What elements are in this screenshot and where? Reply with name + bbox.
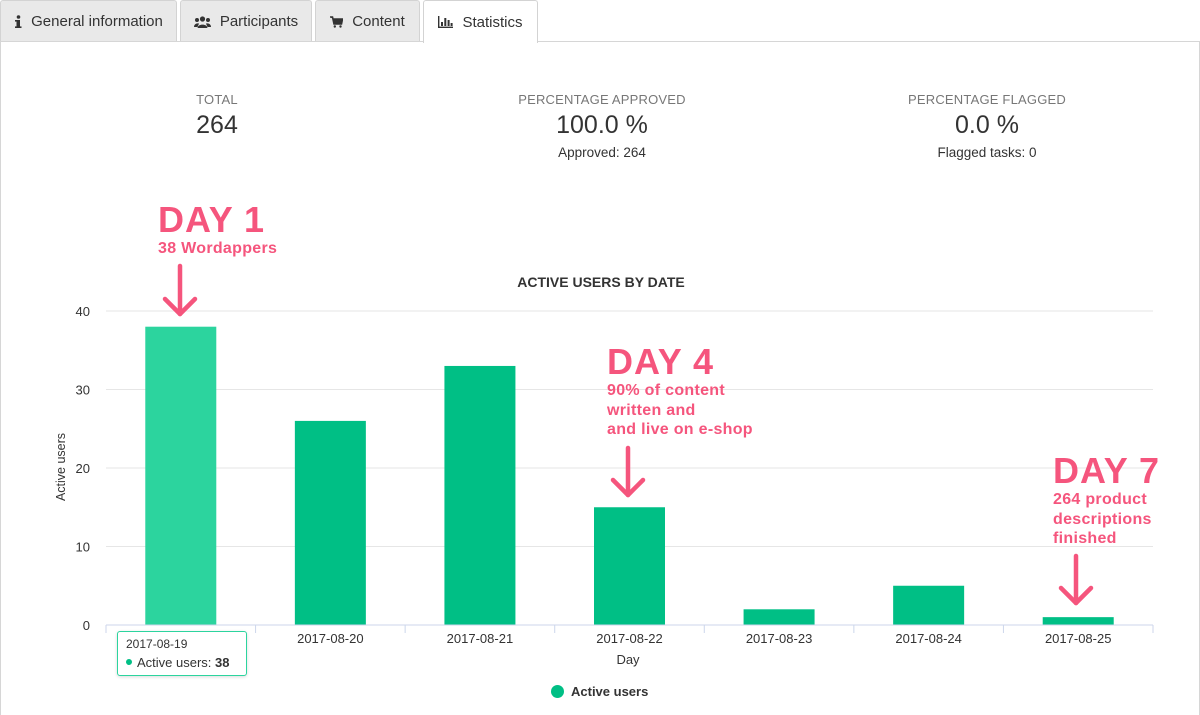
stat-percentage-flagged: PERCENTAGE FLAGGED 0.0 % Flagged tasks: … (837, 92, 1137, 160)
tooltip-date: 2017-08-19 (126, 637, 188, 651)
info-icon (14, 14, 22, 29)
bar-2017-08-25[interactable] (1042, 617, 1114, 625)
annotation-text: 38 Wordappers (158, 240, 278, 257)
legend-label: Active users (571, 684, 649, 699)
bar-2017-08-22[interactable] (594, 507, 665, 625)
tab-bar: General information Participants Content… (0, 0, 1200, 43)
series-dot-icon (126, 658, 132, 665)
annotation-arrow-head (610, 477, 646, 498)
x-tick-label: 2017-08-23 (746, 631, 813, 646)
legend-dot-icon (551, 685, 564, 698)
annotation-heading: DAY 4 (607, 341, 715, 382)
tab-statistics[interactable]: Statistics (423, 0, 538, 43)
tab-label: General information (31, 13, 163, 30)
y-tick-label: 0 (83, 618, 90, 633)
chart-legend[interactable]: Active users (551, 684, 648, 699)
bar-2017-08-20[interactable] (294, 420, 366, 625)
bar-2017-08-21[interactable] (444, 365, 516, 625)
stat-total: TOTAL 264 (67, 92, 367, 140)
y-tick-label: 20 (76, 461, 90, 476)
y-tick-label: 10 (76, 540, 90, 555)
y-tick-label: 40 (76, 304, 90, 319)
annotation-text: 264 product (1053, 491, 1147, 508)
annotation-heading: DAY 7 (1053, 450, 1161, 491)
stat-label: PERCENTAGE FLAGGED (908, 92, 1066, 107)
x-tick-label: 2017-08-24 (895, 631, 962, 646)
bars (145, 326, 1114, 625)
annotation-arrows (162, 263, 1094, 606)
x-tick-label: 2017-08-22 (596, 631, 663, 646)
annotation-text: finished (1053, 530, 1117, 547)
axes: 0102030402017-08-192017-08-202017-08-212… (76, 304, 1154, 646)
stat-label: PERCENTAGE APPROVED (518, 92, 686, 107)
bar-2017-08-24[interactable] (893, 585, 965, 625)
bar-2017-08-19[interactable] (145, 326, 217, 625)
chart-tooltip: 2017-08-19 Active users: 38 (117, 631, 247, 676)
tab-label: Participants (219, 13, 299, 30)
annotation-arrow-head (162, 296, 198, 317)
x-tick-label: 2017-08-20 (297, 631, 364, 646)
annotation-day-4: DAY 4 90% of content written and and liv… (607, 343, 753, 440)
stat-subtext: Flagged tasks: 0 (937, 145, 1037, 160)
y-tick-label: 30 (76, 383, 90, 398)
tab-general-information[interactable]: General information (0, 0, 177, 42)
stat-value: 0.0 % (955, 111, 1019, 139)
annotation-text: descriptions (1053, 510, 1152, 528)
cart-icon (330, 15, 344, 28)
stat-subtext: Approved: 264 (558, 145, 646, 160)
bar-2017-08-23[interactable] (743, 609, 815, 625)
tab-participants[interactable]: Participants (180, 0, 312, 42)
x-tick-label: 2017-08-21 (447, 631, 514, 646)
y-axis-label: Active users (54, 433, 68, 501)
x-tick-label: 2017-08-25 (1045, 631, 1112, 646)
tab-label: Statistics (462, 13, 523, 31)
stat-label: TOTAL (196, 92, 238, 107)
annotation-arrow-head (1058, 585, 1094, 606)
annotation-text: written and (607, 401, 696, 419)
annotation-heading: DAY 1 (158, 199, 266, 240)
bar-chart-icon (438, 16, 454, 28)
tooltip-row: Active users: 38 (126, 655, 246, 670)
stat-value: 100.0 % (556, 111, 648, 139)
tooltip-series: Active users: (137, 655, 212, 670)
chart-title: ACTIVE USERS BY DATE (517, 274, 685, 290)
annotation-day-1: DAY 1 38 Wordappers (158, 201, 277, 259)
tab-label: Content (352, 13, 405, 30)
annotation-text: 90% of content (607, 382, 725, 399)
tab-content[interactable]: Content (315, 0, 420, 42)
x-axis-label: Day (616, 652, 640, 667)
annotation-day-7: DAY 7 264 product descriptions finished (1053, 452, 1160, 549)
stat-value: 264 (196, 111, 238, 139)
annotation-text: and live on e-shop (607, 421, 753, 438)
tooltip-value: 38 (215, 655, 230, 670)
users-icon (193, 15, 211, 28)
stat-percentage-approved: PERCENTAGE APPROVED 100.0 % Approved: 26… (452, 92, 752, 160)
